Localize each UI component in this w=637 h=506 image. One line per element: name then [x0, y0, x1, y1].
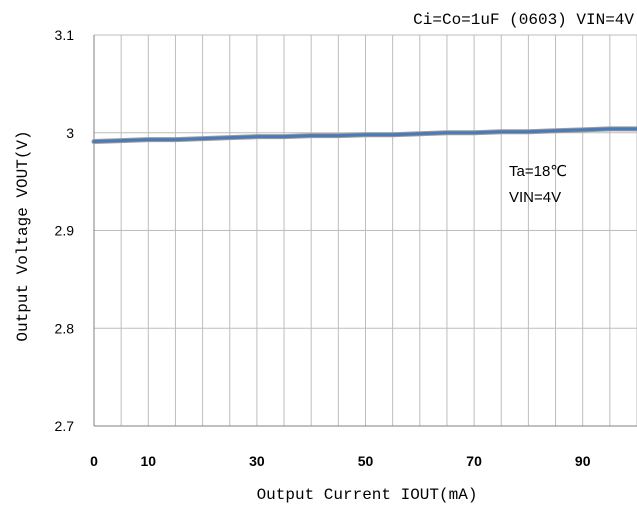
series-line: [92, 127, 637, 144]
y-tick-labels: 3.1 3 2.9 2.8 2.7: [55, 27, 75, 434]
x-tick-label: 10: [141, 453, 157, 469]
x-tick-labels: 0 10 30 50 70 90: [90, 453, 591, 469]
x-tick-label: 70: [466, 453, 482, 469]
x-tick-label: 0: [90, 453, 98, 469]
x-tick-label: 90: [575, 453, 591, 469]
y-tick-label: 2.8: [55, 320, 75, 336]
x-tick-label: 50: [358, 453, 374, 469]
y-tick-label: 3: [66, 125, 74, 141]
x-axis-label: Output Current IOUT(mA): [257, 486, 478, 504]
annotation-vin: VIN=4V: [509, 189, 561, 206]
y-tick-label: 2.7: [55, 418, 75, 434]
y-tick-label: 3.1: [55, 27, 75, 43]
series-layer: [91, 126, 637, 145]
y-tick-label: 2.9: [55, 223, 75, 239]
x-tick-label: 30: [249, 453, 265, 469]
y-axis-label: Output Voltage VOUT(V): [14, 130, 32, 341]
annotation-temperature: Ta=18℃: [509, 163, 567, 180]
chart-title: Ci=Co=1uF (0603) VIN=4V: [413, 11, 634, 29]
plot-frame: [93, 35, 637, 427]
grid: [93, 34, 637, 427]
